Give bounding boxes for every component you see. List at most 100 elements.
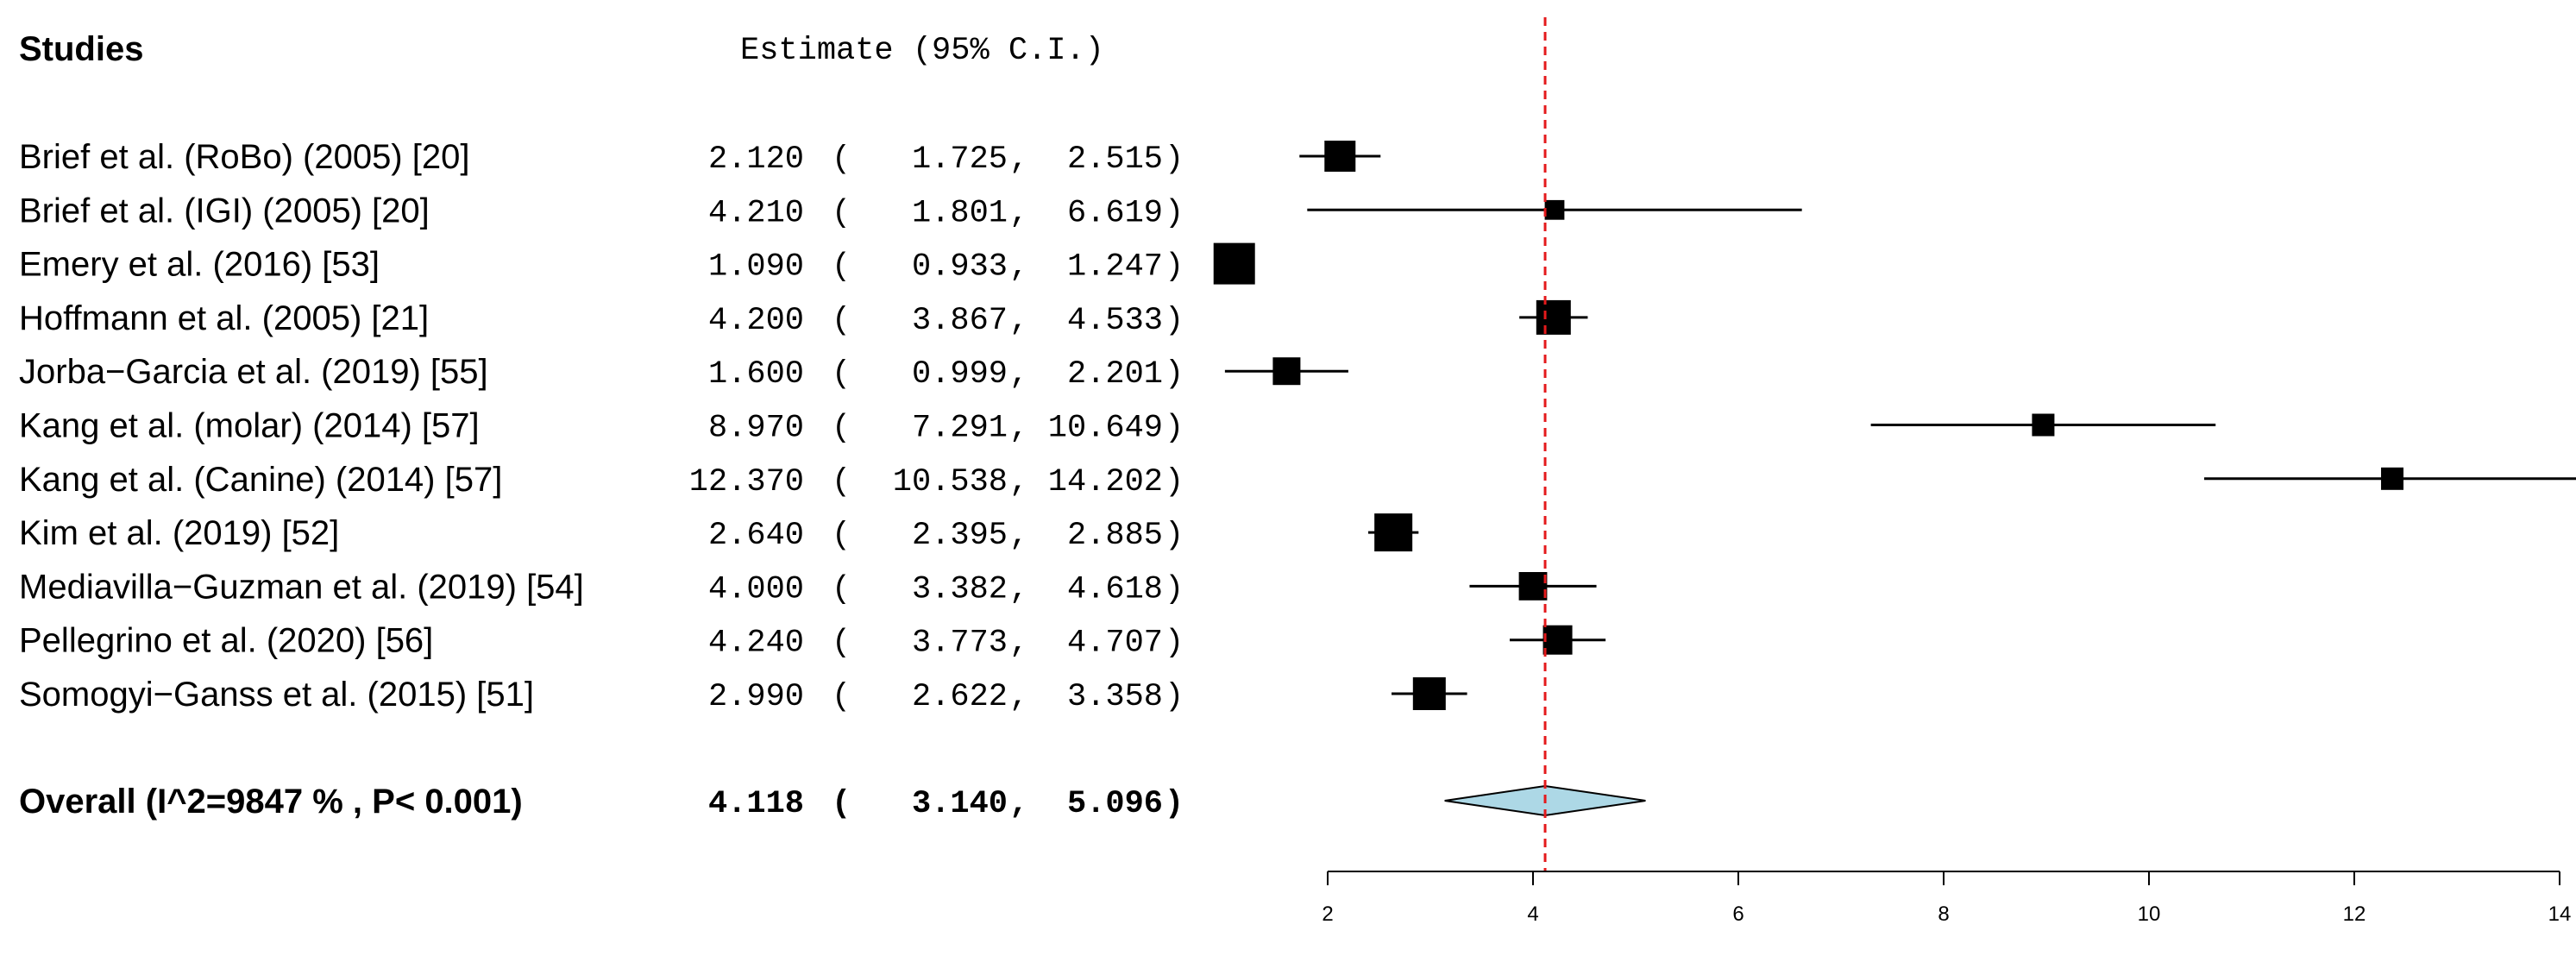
estimate-square bbox=[1536, 299, 1571, 335]
overall-label: Overall (I^2=9847 % , P< 0.001) bbox=[19, 783, 523, 821]
estimate-value: 2.640 bbox=[708, 518, 804, 554]
ci-open-paren: ( bbox=[832, 679, 851, 715]
study-name: Hoffmann et al. (2005) [21] bbox=[19, 299, 429, 337]
estimate-square bbox=[1272, 357, 1301, 386]
study-name: Somogyi−Ganss et al. (2015) [51] bbox=[19, 676, 534, 714]
ci-open-paren: ( bbox=[832, 195, 851, 231]
overall-ci-comma: , bbox=[1009, 786, 1028, 822]
ci-open-paren: ( bbox=[832, 142, 851, 178]
ci-upper-value: 4.533 bbox=[1067, 303, 1163, 339]
ci-lower-value: 0.933 bbox=[912, 249, 1008, 286]
estimate-value: 4.210 bbox=[708, 195, 804, 231]
estimate-square bbox=[1374, 513, 1413, 552]
estimate-value: 2.120 bbox=[708, 142, 804, 178]
estimate-square bbox=[1213, 242, 1255, 285]
ci-close-paren: ) bbox=[1165, 195, 1184, 231]
ci-lower-value: 10.538 bbox=[893, 464, 1008, 500]
ci-upper-value: 3.358 bbox=[1067, 679, 1163, 715]
study-name: Jorba−Garcia et al. (2019) [55] bbox=[19, 353, 488, 391]
estimate-value: 4.240 bbox=[708, 626, 804, 662]
ci-close-paren: ) bbox=[1165, 249, 1184, 286]
ci-close-paren: ) bbox=[1165, 356, 1184, 393]
ci-comma: , bbox=[1009, 464, 1028, 500]
ci-close-paren: ) bbox=[1165, 142, 1184, 178]
ci-upper-value: 2.201 bbox=[1067, 356, 1163, 393]
estimate-value: 4.000 bbox=[708, 571, 804, 607]
study-name: Kim et al. (2019) [52] bbox=[19, 514, 339, 552]
ci-comma: , bbox=[1009, 679, 1028, 715]
ci-open-paren: ( bbox=[832, 626, 851, 662]
ci-upper-value: 4.618 bbox=[1067, 571, 1163, 607]
estimate-value: 2.990 bbox=[708, 679, 804, 715]
study-name: Emery et al. (2016) [53] bbox=[19, 246, 380, 284]
estimate-value: 4.200 bbox=[708, 303, 804, 339]
ci-lower-value: 3.867 bbox=[912, 303, 1008, 339]
ci-close-paren: ) bbox=[1165, 626, 1184, 662]
ci-lower-value: 3.773 bbox=[912, 626, 1008, 662]
ci-lower-value: 1.801 bbox=[912, 195, 1008, 231]
ci-open-paren: ( bbox=[832, 356, 851, 393]
ci-lower-value: 3.382 bbox=[912, 571, 1008, 607]
study-name: Brief et al. (RoBo) (2005) [20] bbox=[19, 138, 469, 176]
ci-close-paren: ) bbox=[1165, 679, 1184, 715]
ci-comma: , bbox=[1009, 142, 1028, 178]
x-tick-label: 10 bbox=[2138, 903, 2161, 926]
ci-open-paren: ( bbox=[832, 571, 851, 607]
ci-open-paren: ( bbox=[832, 518, 851, 554]
ci-comma: , bbox=[1009, 571, 1028, 607]
ci-open-paren: ( bbox=[832, 249, 851, 286]
study-name: Kang et al. (molar) (2014) [57] bbox=[19, 407, 480, 445]
overall-ci-lower: 3.140 bbox=[912, 786, 1008, 822]
estimate-square bbox=[1542, 625, 1573, 655]
estimate-value: 1.090 bbox=[708, 249, 804, 286]
ci-open-paren: ( bbox=[832, 411, 851, 447]
ci-comma: , bbox=[1009, 303, 1028, 339]
ci-lower-value: 2.395 bbox=[912, 518, 1008, 554]
overall-ci-close-paren: ) bbox=[1165, 786, 1184, 822]
ci-upper-value: 14.202 bbox=[1048, 464, 1163, 500]
ci-lower-value: 7.291 bbox=[912, 411, 1008, 447]
ci-comma: , bbox=[1009, 356, 1028, 393]
estimate-square bbox=[2381, 467, 2404, 490]
overall-ci-open-paren: ( bbox=[832, 786, 851, 822]
ci-comma: , bbox=[1009, 411, 1028, 447]
x-tick-label: 2 bbox=[1322, 903, 1333, 926]
overall-estimate: 4.118 bbox=[708, 786, 804, 822]
ci-comma: , bbox=[1009, 518, 1028, 554]
ci-lower-value: 1.725 bbox=[912, 142, 1008, 178]
study-name: Brief et al. (IGI) (2005) [20] bbox=[19, 192, 430, 230]
ci-close-paren: ) bbox=[1165, 303, 1184, 339]
estimate-header: Estimate (95% C.I.) bbox=[740, 33, 1104, 69]
estimate-value: 8.970 bbox=[708, 411, 804, 447]
x-tick-label: 8 bbox=[1938, 903, 1949, 926]
ci-lower-value: 2.622 bbox=[912, 679, 1008, 715]
ci-close-paren: ) bbox=[1165, 571, 1184, 607]
ci-lower-value: 0.999 bbox=[912, 356, 1008, 393]
study-name: Kang et al. (Canine) (2014) [57] bbox=[19, 461, 502, 499]
ci-close-paren: ) bbox=[1165, 518, 1184, 554]
ci-upper-value: 6.619 bbox=[1067, 195, 1163, 231]
ci-open-paren: ( bbox=[832, 303, 851, 339]
x-tick-label: 14 bbox=[2548, 903, 2572, 926]
ci-upper-value: 10.649 bbox=[1048, 411, 1163, 447]
study-rows: Brief et al. (RoBo) (2005) [20] 2.120 (1.7… bbox=[19, 138, 1184, 822]
estimate-square bbox=[2032, 413, 2055, 437]
overall-ci-upper: 5.096 bbox=[1067, 786, 1163, 822]
studies-header: Studies bbox=[19, 30, 143, 68]
ci-upper-value: 2.885 bbox=[1067, 518, 1163, 554]
study-name: Mediavilla−Guzman et al. (2019) [54] bbox=[19, 568, 584, 606]
ci-open-paren: ( bbox=[832, 464, 851, 500]
ci-comma: , bbox=[1009, 626, 1028, 662]
x-tick-label: 4 bbox=[1527, 903, 1538, 926]
ci-upper-value: 2.515 bbox=[1067, 142, 1163, 178]
ci-close-paren: ) bbox=[1165, 411, 1184, 447]
estimate-square bbox=[1324, 141, 1356, 172]
x-tick-label: 12 bbox=[2343, 903, 2366, 926]
estimate-value: 12.370 bbox=[689, 464, 804, 500]
study-name: Pellegrino et al. (2020) [56] bbox=[19, 622, 433, 660]
ci-upper-value: 4.707 bbox=[1067, 626, 1163, 662]
estimate-value: 1.600 bbox=[708, 356, 804, 393]
ci-close-paren: ) bbox=[1165, 464, 1184, 500]
x-tick-label: 6 bbox=[1732, 903, 1744, 926]
